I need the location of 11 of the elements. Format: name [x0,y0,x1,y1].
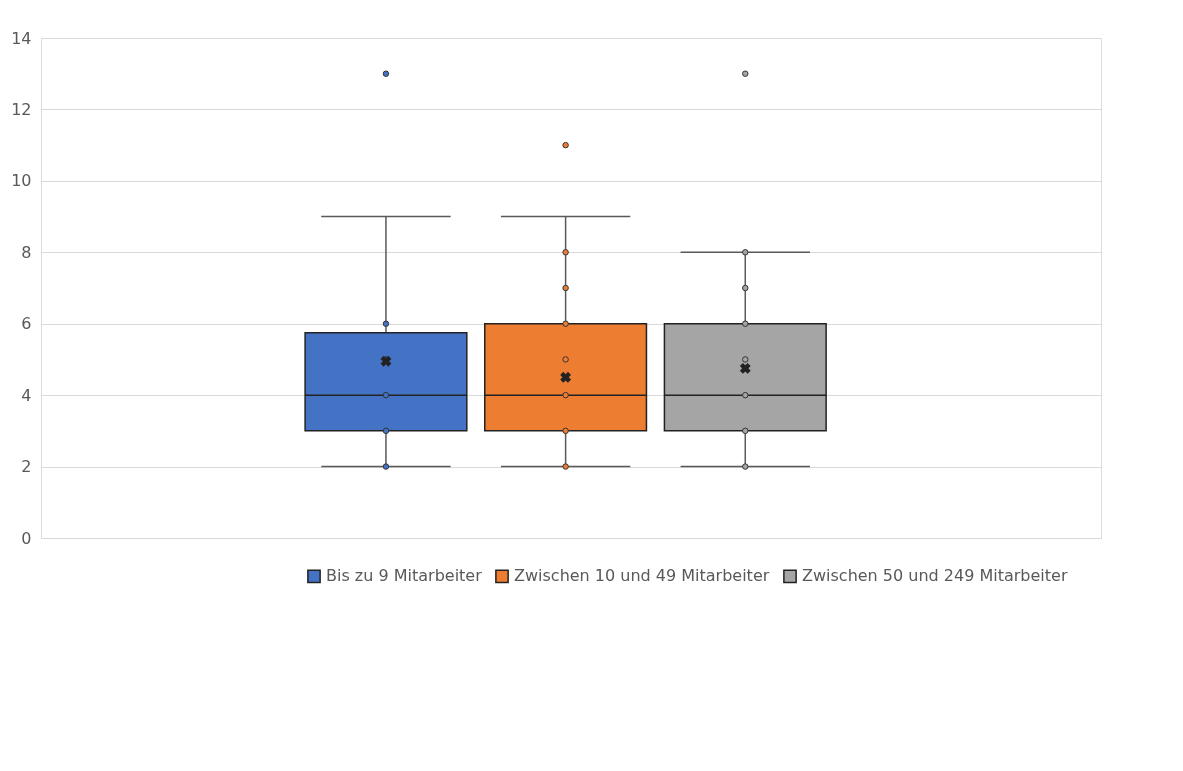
y-tick-label: 14 [11,28,32,48]
legend-label: Zwischen 10 und 49 Mitarbeiter [514,566,770,586]
y-tick-label: 10 [11,171,32,191]
y-tick-label: 0 [21,528,32,548]
legend-label: Bis zu 9 Mitarbeiter [326,566,483,586]
y-tick-label: 8 [21,242,32,262]
y-tick-label: 2 [21,457,32,477]
y-tick-label: 12 [11,99,32,119]
y-tick-label: 4 [21,385,32,405]
y-tick-label: 6 [21,314,32,334]
legend-label: Zwischen 50 und 249 Mitarbeiter [802,566,1068,586]
